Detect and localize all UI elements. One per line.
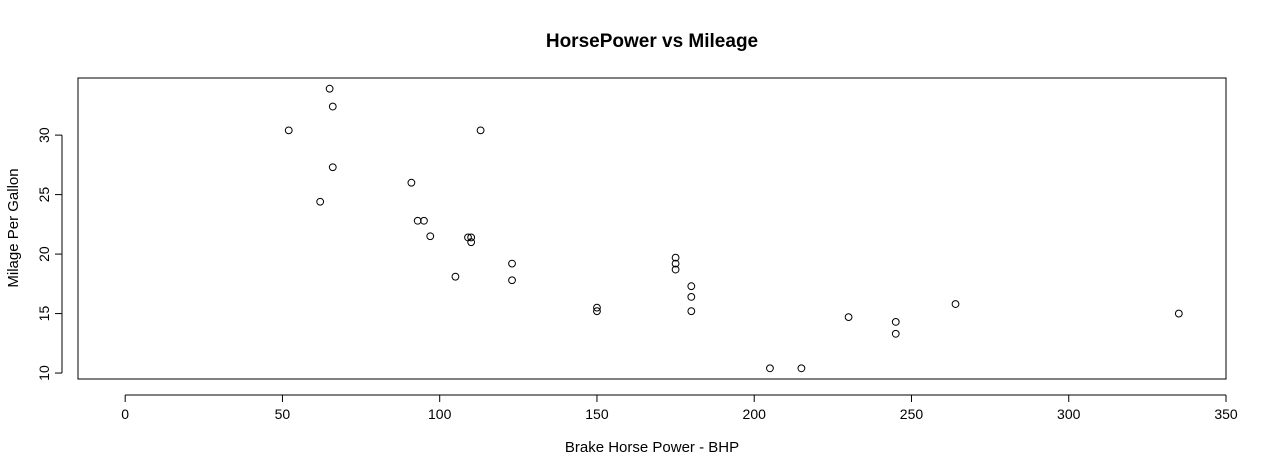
x-axis-label: Brake Horse Power - BHP — [565, 439, 739, 456]
y-tick-label: 25 — [36, 187, 52, 203]
data-point — [467, 233, 476, 242]
y-tick-label: 10 — [36, 365, 52, 381]
data-point — [844, 313, 853, 322]
data-point — [766, 364, 774, 373]
data-point — [284, 126, 293, 135]
y-axis-label: Milage Per Gallon — [5, 168, 22, 287]
data-point — [687, 307, 696, 316]
plot-frame — [77, 77, 1227, 380]
x-tick-label: 300 — [1057, 406, 1081, 422]
data-point — [426, 232, 435, 241]
data-points — [284, 84, 1183, 373]
data-point — [467, 238, 476, 247]
x-tick-label: 250 — [900, 406, 924, 422]
y-tick-label: 15 — [36, 306, 52, 322]
data-point — [687, 282, 696, 291]
data-point — [325, 84, 334, 93]
x-tick-label: 50 — [275, 406, 291, 422]
data-point — [508, 259, 516, 268]
data-point — [687, 293, 696, 301]
y-axis: 10 15 20 25 30 — [36, 127, 63, 381]
data-point — [328, 163, 337, 172]
data-point — [951, 300, 960, 308]
data-point — [671, 253, 680, 262]
chart-title: HorsePower vs Mileage — [546, 31, 758, 52]
data-point — [891, 329, 900, 338]
x-tick-label: 0 — [121, 406, 129, 422]
data-point — [671, 259, 680, 268]
data-point — [420, 216, 428, 225]
y-tick-label: 20 — [36, 246, 52, 262]
x-tick-label: 200 — [743, 406, 767, 422]
x-tick-label: 350 — [1214, 406, 1238, 422]
data-point — [593, 307, 601, 316]
data-point — [797, 364, 806, 373]
data-point — [451, 272, 460, 281]
y-tick-label: 30 — [36, 127, 52, 143]
data-point — [593, 303, 601, 312]
x-tick-label: 150 — [585, 406, 609, 422]
data-point — [1174, 309, 1183, 318]
data-point — [671, 265, 680, 274]
data-point — [891, 317, 900, 326]
data-point — [413, 216, 422, 225]
data-point — [328, 102, 337, 111]
data-point — [476, 126, 485, 135]
data-point — [508, 276, 516, 285]
x-tick-label: 100 — [428, 406, 452, 422]
data-point — [316, 197, 325, 206]
x-axis: 0 50 100 150 200 250 300 350 — [121, 394, 1238, 422]
data-point — [407, 178, 416, 187]
